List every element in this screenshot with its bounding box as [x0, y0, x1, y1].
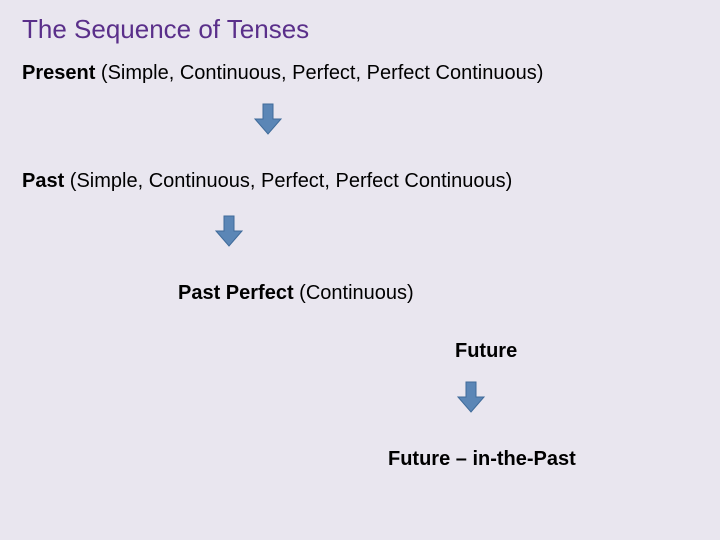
down-arrow-icon: [253, 102, 283, 136]
tense-line-4: Future – in-the-Past: [388, 448, 576, 471]
tense-line-rest: (Simple, Continuous, Perfect, Perfect Co…: [64, 170, 512, 192]
tense-line-0: Present (Simple, Continuous, Perfect, Pe…: [22, 62, 543, 85]
tense-line-bold: Future: [455, 340, 517, 362]
down-arrow-icon: [214, 214, 244, 248]
tense-line-bold: Future – in-the-Past: [388, 448, 576, 470]
down-arrow-icon: [456, 380, 486, 414]
tense-line-bold: Past: [22, 170, 64, 192]
tense-line-bold: Present: [22, 62, 95, 84]
title-text: The Sequence of Tenses: [22, 14, 309, 44]
tense-line-1: Past (Simple, Continuous, Perfect, Perfe…: [22, 170, 512, 193]
tense-line-2: Past Perfect (Continuous): [178, 282, 414, 305]
tense-line-rest: (Simple, Continuous, Perfect, Perfect Co…: [95, 62, 543, 84]
tense-line-rest: (Continuous): [294, 282, 414, 304]
tense-line-3: Future: [455, 340, 517, 363]
page-title: The Sequence of Tenses: [22, 14, 309, 45]
tense-line-bold: Past Perfect: [178, 282, 294, 304]
